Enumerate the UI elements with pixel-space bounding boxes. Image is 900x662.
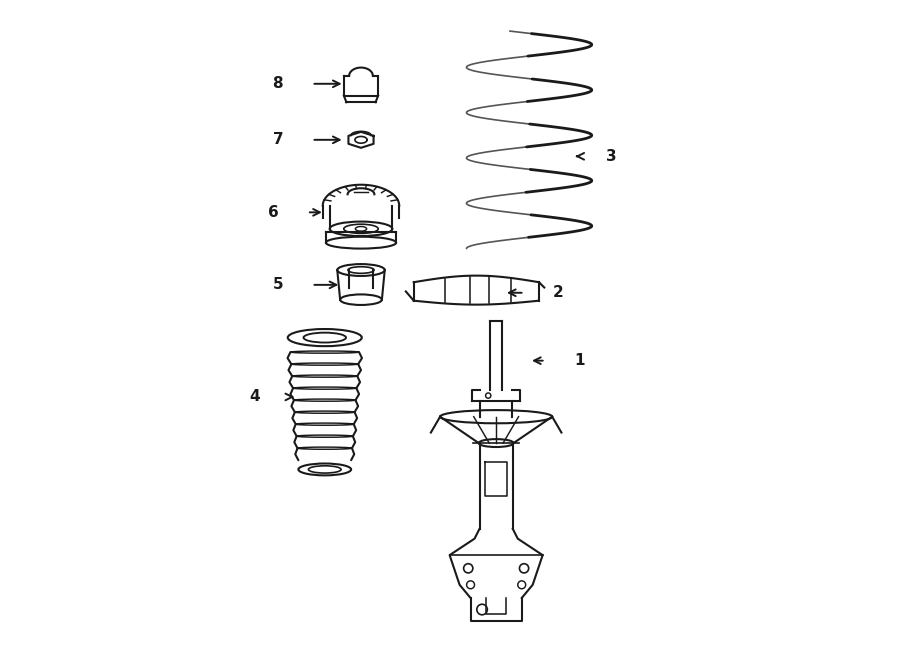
Text: 5: 5 [273, 277, 284, 293]
Text: 8: 8 [273, 76, 284, 91]
Text: 2: 2 [553, 285, 563, 301]
Text: 7: 7 [273, 132, 284, 148]
Text: 3: 3 [606, 149, 616, 164]
Text: 6: 6 [268, 205, 279, 220]
Text: 4: 4 [249, 389, 260, 404]
Text: 1: 1 [574, 353, 584, 368]
